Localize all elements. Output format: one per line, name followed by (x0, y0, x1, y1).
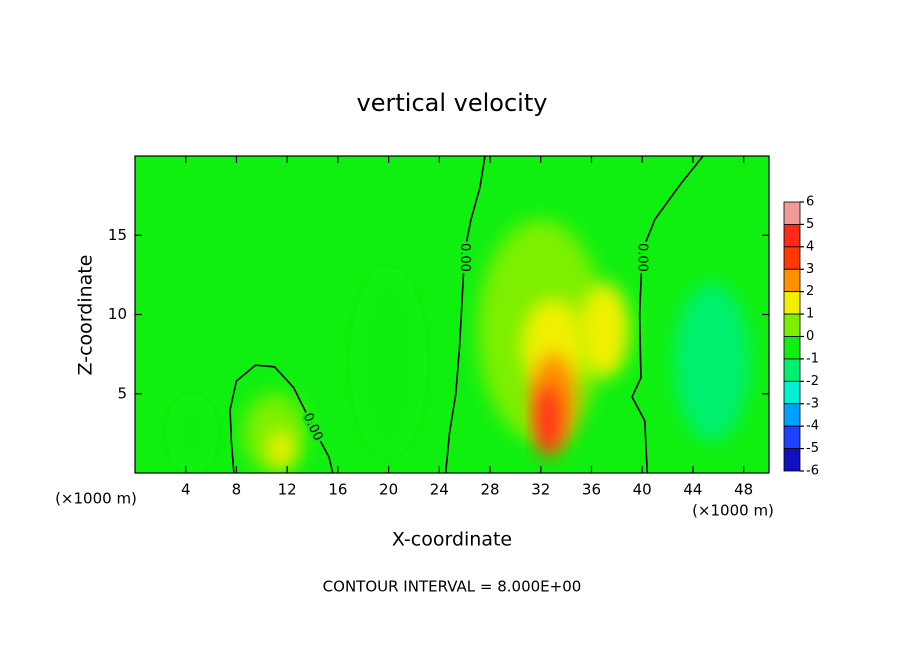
field-blob (673, 282, 750, 442)
field-blob (166, 393, 218, 473)
colorbar-tick-label: -2 (806, 374, 819, 389)
colorbar-swatch (783, 358, 801, 382)
x-tick-label: 32 (531, 481, 550, 499)
colorbar-tick-label: -5 (806, 441, 819, 456)
colorbar-swatch (783, 425, 801, 449)
x-tick-label: 48 (734, 481, 753, 499)
colorbar-tick-label: 4 (806, 239, 814, 254)
colorbar-swatch (783, 380, 801, 405)
x-tick-label: 40 (633, 481, 652, 499)
y-tick-label: 15 (108, 226, 127, 244)
x-tick-label: 4 (181, 481, 191, 499)
x-tick-label: 28 (480, 481, 499, 499)
colorbar-swatch (783, 448, 801, 472)
x-tick-label: 20 (379, 481, 398, 499)
colorbar-tick-label: -1 (806, 351, 819, 366)
colorbar-swatch (783, 313, 801, 337)
x-tick-label: 12 (278, 481, 297, 499)
colorbar-tick-label: -6 (806, 464, 819, 479)
field-blob (578, 282, 630, 378)
footer: CONTOUR INTERVAL = 8.000E+00 (323, 578, 582, 596)
y-tick-label: 5 (117, 384, 127, 402)
colorbar-swatch (783, 336, 801, 360)
x-tick-label: 24 (430, 481, 449, 499)
colorbar-tick-label: -3 (806, 396, 819, 411)
colorbar-tick-label: 5 (806, 217, 814, 232)
field-blob (350, 266, 427, 458)
colorbar-swatch (783, 291, 801, 315)
colorbar-swatch (783, 246, 801, 270)
x-unit-label: (×1000 m) (55, 490, 137, 508)
contour-label: 0.00 (635, 243, 650, 272)
colorbar-tick-label: 0 (806, 329, 814, 344)
chart-title: vertical velocity (357, 89, 548, 117)
contour-line (631, 156, 704, 473)
contour-line (229, 364, 334, 473)
colorbar-tick-label: -4 (806, 419, 819, 434)
colorbar-swatch (783, 224, 801, 248)
colorbar-tick-label: 6 (806, 195, 814, 210)
x-tick-label: 8 (232, 481, 242, 499)
field-blob (268, 430, 294, 469)
y-axis-label: Z-coordinate (75, 255, 97, 376)
contour-line (444, 156, 486, 473)
colorbar-tick-label: 3 (806, 262, 814, 277)
colorbar-tick-label: 1 (806, 307, 814, 322)
x-tick-label: 16 (328, 481, 347, 499)
x-tick-label: 44 (683, 481, 702, 499)
x-tick-label: 36 (582, 481, 601, 499)
y-tick-label: 10 (108, 305, 127, 323)
field-blob (536, 384, 560, 458)
colorbar-swatch (783, 268, 801, 293)
contour-label: 0.00 (457, 243, 472, 272)
x-unit-label: (×1000 m) (692, 502, 774, 520)
colorbar-swatch (783, 201, 801, 225)
colorbar-tick-label: 2 (806, 284, 814, 299)
contour-lines (229, 156, 704, 473)
x-axis-label: X-coordinate (392, 529, 512, 551)
colorbar-swatch (783, 403, 801, 427)
